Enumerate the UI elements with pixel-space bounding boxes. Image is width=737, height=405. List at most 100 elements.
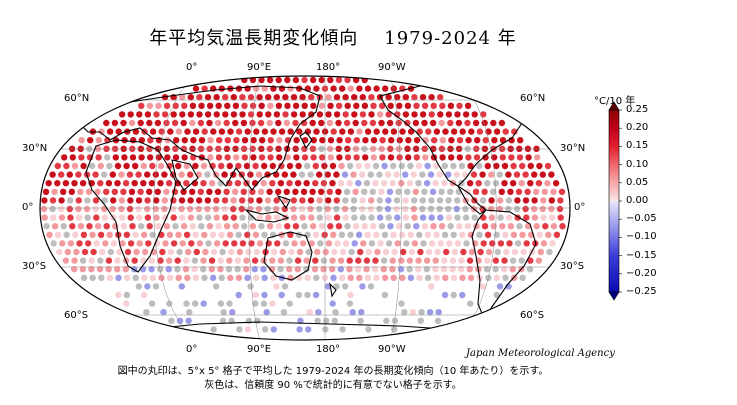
trend-dot [169,205,177,213]
trend-dot [214,119,222,127]
trend-dot [471,111,478,118]
trend-dot [206,119,213,127]
trend-dot [450,231,457,238]
trend-dot [304,231,311,238]
trend-dot [459,274,466,281]
trend-dot [518,257,525,264]
trend-dot [299,111,306,118]
trend-dot [153,111,160,118]
trend-dot [128,119,136,127]
trend-dot [398,257,405,264]
trend-dot [546,248,553,256]
trend-dot [447,223,454,230]
trend-dot [93,240,100,247]
trend-dot [391,326,398,333]
trend-dot [149,274,157,281]
trend-dot [450,274,458,281]
trend-dot [305,326,312,333]
trend-dot [295,231,303,238]
trend-dot [304,291,311,299]
colorbar-body [608,109,620,293]
trend-dot [429,119,437,127]
trend-dot [235,291,242,299]
trend-dot [233,137,240,144]
trend-dot [548,197,555,204]
trend-dot [364,85,372,92]
trend-dot [127,214,134,221]
trend-dot [357,248,364,256]
trend-dot [372,266,379,273]
trend-dot [283,188,290,195]
trend-dot [288,248,295,256]
trend-dot [511,128,518,135]
trend-dot [159,248,166,256]
trend-dot [400,248,407,256]
trend-dot [343,119,351,127]
trend-dot [353,137,360,144]
trend-dot [210,248,218,256]
trend-dot [428,214,435,221]
trend-dot [132,231,139,238]
trend-dot [187,205,194,213]
trend-dot [531,197,538,204]
colorbar-tick-label: 0.00 [626,195,649,206]
trend-dot [255,171,263,178]
trend-dot [45,180,52,187]
trend-dot [180,119,187,127]
colorbar-tick-label: 0.05 [626,176,649,188]
trend-dot [498,119,506,127]
trend-dot [316,197,323,204]
trend-dot [415,257,422,264]
trend-dot [308,94,315,101]
trend-dot [344,223,351,230]
trend-dot [445,205,452,213]
trend-dot [421,102,429,110]
trend-dot [333,283,340,290]
trend-dot [224,137,231,144]
trend-dot [489,240,496,247]
trend-dot [273,283,280,290]
trend-dot [216,137,223,144]
trend-dot [273,94,280,101]
trend-dot [458,266,465,273]
trend-dot [251,257,259,264]
trend-dot [235,231,242,238]
trend-dot [548,205,555,213]
trend-dot [419,111,427,118]
trend-dot [499,154,506,161]
trend-dot [178,171,185,178]
trend-dot [552,180,560,187]
trend-dot [310,137,317,144]
trend-dot [282,111,289,118]
trend-dot [525,154,532,161]
trend-dot [353,154,360,161]
trend-dot [542,223,549,230]
right-lat-label-60s: 60°S [520,310,545,321]
trend-dot [192,162,199,170]
trend-dot [191,300,199,307]
trend-dot [296,326,303,333]
trend-dot [482,137,489,144]
trend-dot [301,223,308,230]
trend-dot [441,162,448,170]
trend-dot [376,197,383,204]
trend-dot [417,317,424,324]
trend-dot [144,214,152,221]
trend-dot [315,309,322,316]
trend-dot [230,205,237,213]
trend-dot [179,111,186,118]
trend-dot [520,248,527,256]
trend-dot [78,137,85,144]
trend-dot [393,171,400,178]
trend-dot [540,214,547,221]
trend-dot [146,223,153,230]
trend-dot [284,76,291,84]
trend-dot [282,240,290,247]
trend-dot [217,300,225,307]
trend-dot [273,205,280,213]
trend-dot [98,274,105,281]
trend-dot [381,231,389,238]
trend-dot [325,111,332,118]
trend-dot [215,223,222,230]
trend-dot [180,188,187,195]
